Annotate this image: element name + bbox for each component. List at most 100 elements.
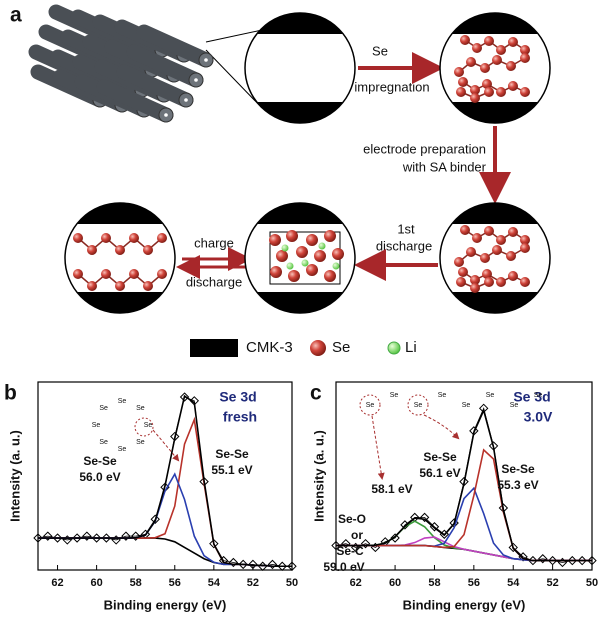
atom — [143, 245, 153, 255]
atom — [480, 63, 490, 73]
atom — [332, 248, 344, 260]
atom — [508, 81, 518, 91]
x-tick-label: 56 — [169, 577, 181, 589]
porthole-rim — [439, 12, 551, 124]
annotation: 56.0 eV — [79, 470, 120, 484]
panel-label: a — [10, 4, 22, 27]
step-label: discharge — [186, 274, 242, 289]
atom — [143, 281, 153, 291]
atom — [157, 233, 167, 243]
x-tick-label: 60 — [389, 577, 401, 589]
x-tick-label: 62 — [51, 577, 63, 589]
atom — [73, 233, 83, 243]
atom — [458, 77, 468, 87]
data-point — [91, 533, 102, 543]
annotation: Se 3d — [219, 389, 256, 405]
atom — [73, 269, 83, 279]
rod-pore — [204, 58, 208, 62]
legend-label: CMK-3 — [246, 339, 293, 356]
atom — [324, 270, 336, 282]
x-tick-label: 54 — [507, 577, 520, 589]
atom — [270, 266, 282, 278]
x-tick-label: 56 — [468, 577, 480, 589]
structure-atom: Se — [99, 405, 108, 412]
annotation: fresh — [223, 409, 257, 425]
panel-label: b — [4, 382, 17, 405]
atom — [506, 251, 516, 261]
structure-atom: Se — [144, 422, 153, 429]
data-point — [419, 512, 430, 523]
atom — [314, 250, 326, 262]
atom — [482, 79, 492, 89]
legend-label: Li — [405, 339, 417, 356]
pore-wall — [245, 102, 355, 123]
atom — [288, 270, 300, 282]
x-axis-label: Binding energy (eV) — [104, 597, 227, 612]
structure-atom: Se — [510, 402, 519, 409]
data-point — [390, 533, 400, 543]
atom — [454, 67, 464, 77]
data-point — [101, 533, 112, 543]
atom — [496, 235, 506, 245]
data-point — [577, 555, 587, 566]
rod — [96, 79, 174, 123]
data-point — [52, 533, 63, 543]
rod-pore — [184, 98, 188, 102]
rod-pore — [164, 113, 168, 117]
legend-swatch — [387, 341, 401, 355]
rod — [126, 44, 204, 88]
atom — [484, 226, 494, 236]
annotation-arrow — [371, 415, 385, 480]
structure-atom: Se — [534, 392, 543, 399]
li-atom — [286, 262, 294, 270]
highlight-circle — [134, 417, 154, 437]
pore-wall — [440, 13, 550, 34]
structure-atom: Se — [99, 439, 108, 446]
atom — [492, 245, 502, 255]
step-label: discharge — [376, 238, 432, 253]
legend-swatch — [310, 340, 326, 356]
legend-label: Se — [332, 339, 350, 356]
zoom-line — [205, 29, 263, 43]
annotation: 59.0 eV — [323, 560, 364, 574]
panel-label: c — [310, 382, 322, 405]
step-label: electrode preparation — [363, 141, 486, 156]
structure-atom: Se — [118, 446, 127, 453]
porthole-rim — [244, 12, 356, 124]
data-point — [121, 531, 131, 541]
atom — [472, 233, 482, 243]
annotation: Se-Se — [423, 450, 457, 464]
annotation: 3.0V — [524, 409, 553, 425]
atom — [306, 264, 318, 276]
annotation: Se-Se — [83, 454, 117, 468]
atom — [101, 233, 111, 243]
porthole — [245, 203, 355, 313]
step-label: impregnation — [354, 79, 429, 94]
pore-wall — [65, 292, 175, 313]
atom — [129, 233, 139, 243]
data-point — [72, 533, 82, 543]
structure-atom: Se — [136, 405, 145, 412]
atom — [466, 57, 476, 67]
annotation: Se-C — [336, 544, 364, 558]
atom — [296, 246, 308, 258]
data-point — [33, 533, 43, 543]
annotation: Se-O — [338, 512, 366, 526]
y-axis-label: Intensity (a. u.) — [311, 430, 326, 522]
structure-atom: Se — [118, 398, 127, 405]
data-point — [150, 514, 160, 524]
atom — [508, 271, 518, 281]
pore-wall — [440, 203, 550, 224]
data-point — [508, 542, 518, 553]
data-point — [277, 561, 287, 571]
pore-wall — [440, 292, 550, 313]
data-point — [267, 559, 278, 570]
structure-atom: Se — [486, 392, 495, 399]
data-point — [248, 559, 258, 570]
atom — [472, 43, 482, 53]
porthole — [245, 13, 355, 123]
data-point — [82, 531, 92, 541]
structure-atom: Se — [92, 422, 101, 429]
fit-curve — [336, 544, 592, 562]
data-point — [538, 554, 548, 564]
